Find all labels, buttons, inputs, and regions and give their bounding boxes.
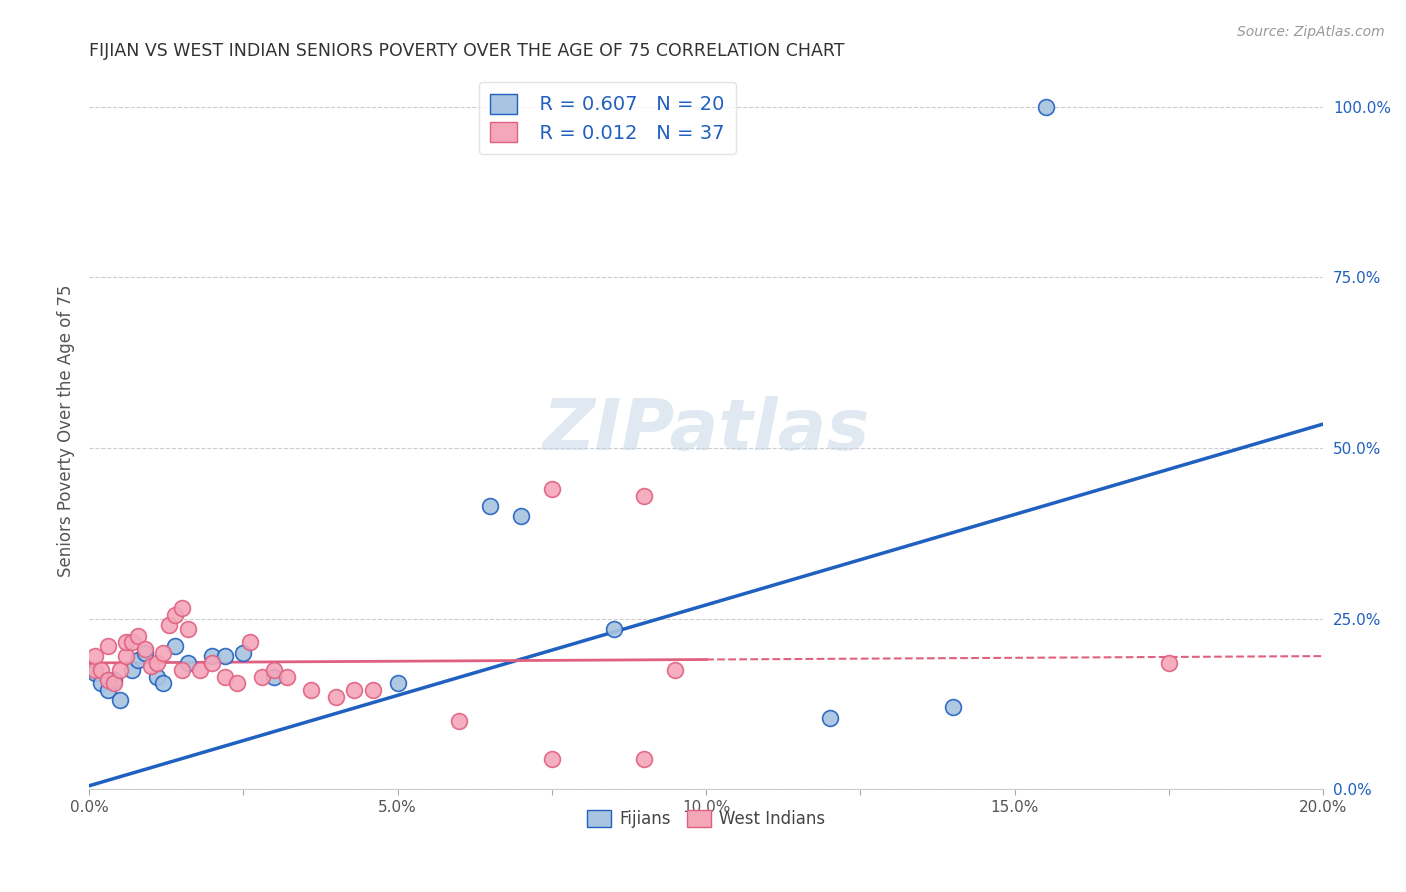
Point — [1035, 99, 1057, 113]
Point — [818, 710, 841, 724]
Point — [146, 669, 169, 683]
Point — [201, 649, 224, 664]
Point — [602, 622, 624, 636]
Point — [177, 622, 200, 636]
Point — [139, 659, 162, 673]
Point — [633, 751, 655, 765]
Point — [177, 656, 200, 670]
Y-axis label: Seniors Poverty Over the Age of 75: Seniors Poverty Over the Age of 75 — [58, 285, 75, 577]
Point — [90, 676, 112, 690]
Point — [108, 693, 131, 707]
Point — [343, 683, 366, 698]
Point — [510, 509, 533, 524]
Point — [127, 629, 149, 643]
Point — [90, 663, 112, 677]
Point — [121, 663, 143, 677]
Point — [214, 649, 236, 664]
Point — [103, 673, 125, 687]
Point — [170, 601, 193, 615]
Point — [263, 663, 285, 677]
Point — [97, 683, 120, 698]
Point — [115, 635, 138, 649]
Point — [115, 649, 138, 664]
Point — [214, 669, 236, 683]
Legend: Fijians, West Indians: Fijians, West Indians — [581, 803, 832, 835]
Point — [152, 676, 174, 690]
Point — [108, 663, 131, 677]
Point — [97, 673, 120, 687]
Point — [238, 635, 260, 649]
Point — [188, 663, 211, 677]
Point — [170, 663, 193, 677]
Point — [1157, 656, 1180, 670]
Point — [84, 666, 107, 681]
Point — [250, 669, 273, 683]
Point — [276, 669, 298, 683]
Point — [84, 663, 107, 677]
Text: FIJIAN VS WEST INDIAN SENIORS POVERTY OVER THE AGE OF 75 CORRELATION CHART: FIJIAN VS WEST INDIAN SENIORS POVERTY OV… — [89, 42, 845, 60]
Point — [299, 683, 322, 698]
Point — [84, 649, 107, 664]
Point — [325, 690, 347, 704]
Point — [541, 482, 564, 496]
Point — [165, 639, 187, 653]
Point — [165, 608, 187, 623]
Point — [633, 489, 655, 503]
Point — [146, 656, 169, 670]
Point — [664, 663, 686, 677]
Point — [127, 652, 149, 666]
Point — [479, 499, 502, 513]
Point — [449, 714, 471, 728]
Point — [232, 646, 254, 660]
Point — [134, 642, 156, 657]
Point — [134, 646, 156, 660]
Text: ZIPatlas: ZIPatlas — [543, 396, 870, 466]
Point — [263, 669, 285, 683]
Point — [152, 646, 174, 660]
Point — [103, 676, 125, 690]
Point — [361, 683, 384, 698]
Point — [387, 676, 409, 690]
Point — [121, 635, 143, 649]
Point — [942, 700, 965, 714]
Point — [157, 618, 180, 632]
Point — [97, 639, 120, 653]
Text: Source: ZipAtlas.com: Source: ZipAtlas.com — [1237, 25, 1385, 39]
Point — [541, 751, 564, 765]
Point — [226, 676, 249, 690]
Point — [201, 656, 224, 670]
